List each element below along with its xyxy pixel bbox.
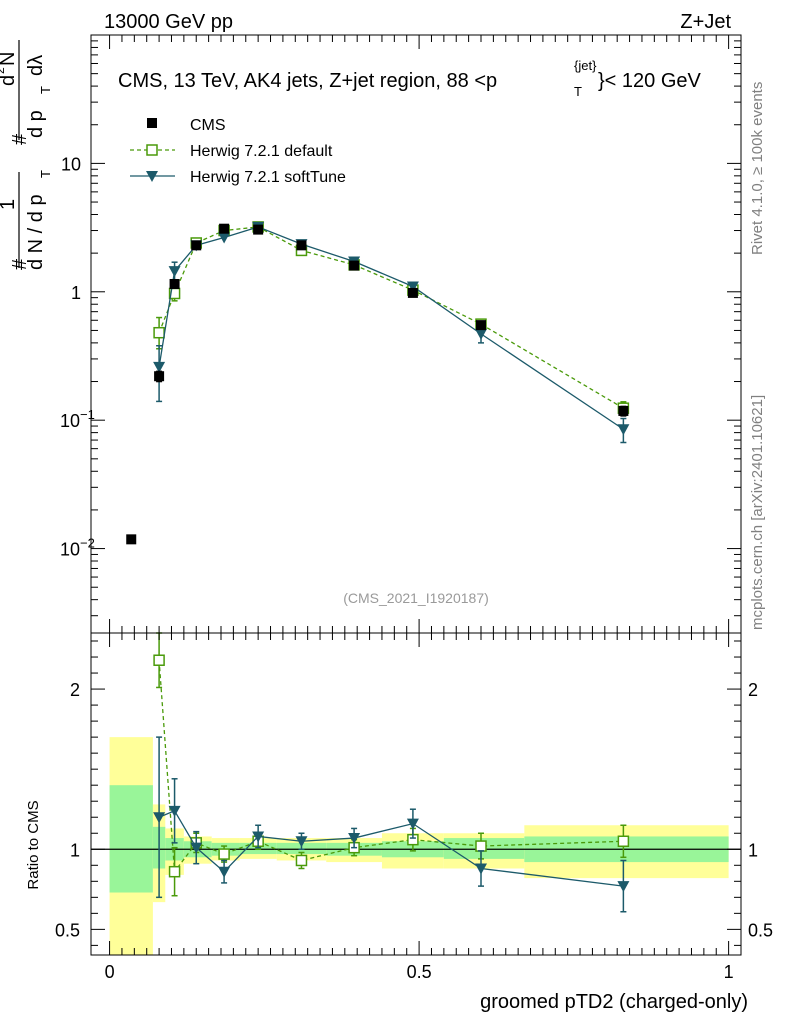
ratio-point-herwig-7-2-1-softtune bbox=[153, 812, 166, 824]
point-herwig-7-2-1-softtune bbox=[475, 328, 487, 340]
x-tick-label: 0 bbox=[105, 962, 115, 982]
point-herwig-7-2-1-softtune bbox=[168, 266, 181, 278]
y-tick-label-main: 10−2 bbox=[60, 536, 95, 560]
series-line-herwig-7-2-1-default bbox=[158, 226, 624, 409]
ylabel-dpt: d p bbox=[25, 110, 47, 138]
ratio-point-herwig-7-2-1-softtune bbox=[475, 863, 487, 875]
ylabel-one: 1 bbox=[0, 199, 19, 210]
legend-label-default: Herwig 7.2.1 default bbox=[190, 143, 333, 160]
plot-title-sup: {jet} bbox=[574, 58, 597, 73]
ratio-point-herwig-7-2-1-softtune bbox=[406, 818, 419, 830]
y-tick-label-ratio: 0.5 bbox=[55, 920, 80, 940]
ylabel-dlambda: dλ bbox=[25, 55, 47, 76]
point-herwig-7-2-1-softtune bbox=[406, 281, 419, 293]
ratio-frame bbox=[90, 632, 742, 956]
plot-title-main: CMS, 13 TeV, AK4 jets, Z+jet region, 88 … bbox=[118, 70, 497, 92]
x-axis: 0 0.5 1 bbox=[105, 35, 734, 982]
x-tick-label: 0.5 bbox=[407, 962, 432, 982]
legend-label-cms: CMS bbox=[190, 117, 226, 134]
ratio-point-herwig-7-2-1-softtune bbox=[348, 833, 361, 845]
point-cms bbox=[219, 223, 230, 234]
plot-title: CMS, 13 TeV, AK4 jets, Z+jet region, 88 … bbox=[118, 70, 497, 92]
y-tick-label-ratio-right: 1 bbox=[748, 840, 758, 860]
y-axis-label-ratio: Ratio to CMS bbox=[25, 800, 42, 889]
y-tick-label-main: 10 bbox=[61, 154, 81, 174]
ratio-point-herwig-7-2-1-default bbox=[475, 840, 487, 852]
ratio-point-herwig-7-2-1-softtune bbox=[190, 842, 203, 854]
ratio-point-herwig-7-2-1-softtune bbox=[295, 836, 308, 848]
point-cms bbox=[296, 240, 307, 251]
ylabel-N: N bbox=[0, 52, 19, 66]
point-cms bbox=[154, 371, 165, 382]
ratio-point-herwig-7-2-1-softtune bbox=[617, 881, 630, 893]
ylabel-T1: T bbox=[38, 170, 53, 178]
series-line-herwig-7-2-1-softtune bbox=[158, 226, 624, 430]
ratio-point-herwig-7-2-1-softtune bbox=[252, 831, 265, 843]
legend-marker-default bbox=[146, 144, 158, 156]
ratio-point-herwig-7-2-1-softtune bbox=[168, 805, 181, 817]
ratio-line-herwig-7-2-1-default bbox=[158, 660, 624, 874]
legend: CMS Herwig 7.2.1 default Herwig 7.2.1 so… bbox=[130, 117, 346, 186]
y-tick-label-exp: −2 bbox=[80, 536, 95, 551]
ratio-point-herwig-7-2-1-softtune bbox=[218, 866, 231, 878]
ylabel-T2: T bbox=[38, 86, 53, 94]
plot-title-sub: T bbox=[574, 84, 582, 99]
point-herwig-7-2-1-softtune bbox=[153, 361, 166, 373]
y-tick-label-base: 10 bbox=[60, 540, 80, 560]
point-cms bbox=[476, 320, 486, 331]
main-series-layer bbox=[126, 221, 630, 545]
legend-marker-softtune bbox=[146, 171, 158, 182]
side-label-top: Rivet 4.1.0, ≥ 100k events bbox=[749, 82, 766, 255]
legend-marker-cms bbox=[147, 118, 157, 128]
point-cms bbox=[349, 260, 360, 271]
ratio-point-herwig-7-2-1-default bbox=[617, 835, 630, 848]
ratio-bands bbox=[109, 737, 729, 955]
y-tick-label-ratio: 2 bbox=[70, 680, 80, 700]
ratio-line-herwig-7-2-1-softtune bbox=[158, 810, 624, 887]
ylabel-hash2: # bbox=[9, 133, 31, 145]
point-herwig-7-2-1-softtune bbox=[617, 424, 630, 436]
point-cms bbox=[253, 224, 264, 235]
y-tick-label-main: 1 bbox=[71, 283, 81, 303]
legend-label-softtune: Herwig 7.2.1 softTune bbox=[190, 169, 346, 186]
point-cms bbox=[191, 240, 202, 251]
ratio-point-herwig-7-2-1-default bbox=[295, 854, 308, 867]
ratio-point-herwig-7-2-1-default bbox=[153, 654, 165, 666]
point-cms bbox=[126, 534, 137, 545]
ratio-point-herwig-7-2-1-default bbox=[168, 865, 181, 878]
side-label-bottom: mcplots.cern.ch [arXiv:2401.10621] bbox=[749, 395, 766, 630]
y-tick-label-main: 10−1 bbox=[60, 407, 95, 431]
ylabel-dN: d N / d p bbox=[25, 194, 47, 270]
ylabel-d2N: d bbox=[0, 75, 19, 86]
point-cms bbox=[407, 287, 418, 298]
ratio-point-herwig-7-2-1-default bbox=[218, 848, 230, 860]
point-herwig-7-2-1-softtune bbox=[218, 232, 231, 244]
header-left: 13000 GeV pp bbox=[104, 11, 233, 33]
main-frame bbox=[90, 34, 742, 634]
ratio-panel: 0.5 0.5 1 1 2 2 bbox=[55, 640, 773, 946]
plot-title-end: }< 120 GeV bbox=[598, 70, 702, 92]
ratio-series-layer bbox=[153, 632, 630, 913]
y-tick-label-ratio-right: 0.5 bbox=[748, 920, 773, 940]
point-herwig-7-2-1-default bbox=[153, 326, 165, 339]
y-axis-label-main: # 1 d N / d p T # d 2 N d p T dλ bbox=[0, 40, 53, 270]
y-tick-label-base: 10 bbox=[60, 411, 80, 431]
ylabel-two: 2 bbox=[0, 67, 7, 74]
y-tick-label-ratio-right: 2 bbox=[748, 680, 758, 700]
y-tick-label-ratio: 1 bbox=[70, 840, 80, 860]
x-axis-label: groomed pTD2 (charged-only) bbox=[480, 991, 748, 1013]
y-tick-label-exp: −1 bbox=[80, 407, 95, 422]
point-cms bbox=[618, 405, 629, 416]
analysis-id: (CMS_2021_I1920187) bbox=[343, 590, 489, 606]
ylabel-hash1: # bbox=[9, 258, 31, 270]
point-cms bbox=[169, 278, 180, 289]
ratio-band-inner bbox=[109, 785, 153, 893]
x-tick-label: 1 bbox=[724, 962, 734, 982]
header-right: Z+Jet bbox=[680, 11, 731, 33]
